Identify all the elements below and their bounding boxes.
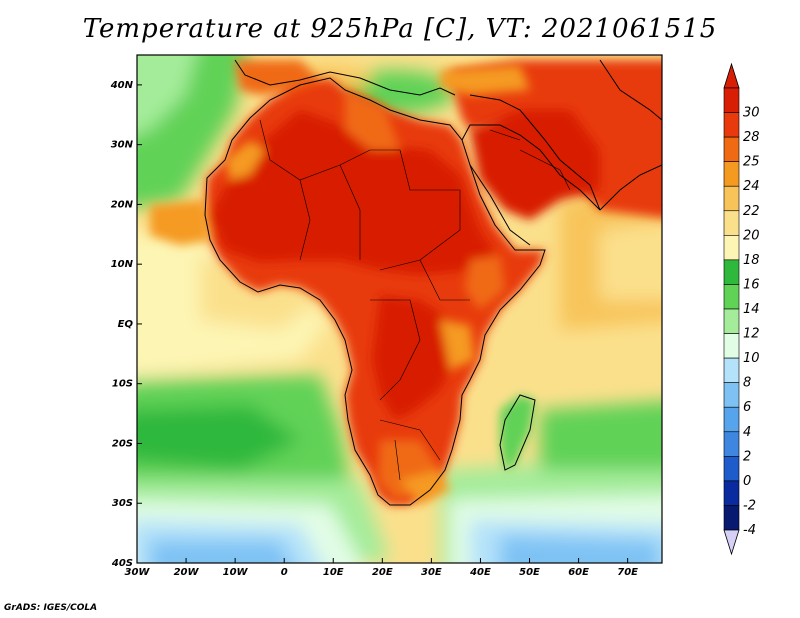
colorbar-bin [723,284,740,310]
colorbar-bin [723,112,740,138]
colorbar-label: 14 [743,302,760,317]
colorbar-label: 0 [743,474,751,489]
longitude-axis: 30W 20W 10W 0 10E 20E 30E 40E 50E 60E 70E [125,558,638,578]
colorbar-bin [723,210,740,236]
colorbar-label: 2 [743,449,751,464]
colorbar-label: 24 [743,179,760,194]
lon-tick-label: 10W [223,567,249,578]
colorbar-bin [723,185,740,212]
colorbar-label: 4 [743,425,751,440]
lat-tick-label: 30S [112,498,133,509]
temperature-field [137,55,662,563]
lon-tick-label: 50E [519,567,540,578]
lon-tick-label: 20W [174,567,200,578]
colorbar-bin [723,431,740,457]
colorbar-bin [723,87,740,113]
lon-tick-label: 70E [617,567,638,578]
colorbar-label: 6 [743,400,751,415]
colorbar-label: 22 [743,204,760,219]
lat-tick-label: 40N [110,80,134,91]
colorbar-label: 16 [743,277,760,292]
lat-tick-label: 10S [112,379,133,390]
colorbar-label: 12 [743,327,760,342]
colorbar-bin [723,382,740,408]
map-title: Temperature at 925hPa [C], VT: 202106151… [82,14,718,44]
lon-tick-label: 10E [323,567,344,578]
coastlines [204,59,662,506]
colorbar-label: 18 [743,253,760,268]
lon-tick-label: 30E [421,567,442,578]
colorbar-bin [723,235,740,261]
lat-tick-label: 40S [111,558,133,569]
lon-tick-label: 30W [125,567,151,578]
country-borders [259,119,571,481]
colorbar-label: -4 [743,523,756,538]
plot-frame [136,54,663,564]
colorbar-label: 25 [743,155,760,170]
lat-tick-label: EQ [118,319,134,330]
colorbar-top-arrow [723,62,740,89]
colorbar-label: 8 [743,376,751,391]
colorbar-bin [723,406,740,433]
colorbar-bottom-arrow [723,529,740,556]
lon-tick-label: 0 [281,567,288,578]
colorbar-label: 30 [743,106,760,121]
colorbar-bin [723,161,740,187]
lat-tick-label: 10N [111,259,134,270]
latitude-axis: 40N 30N 20N 10N EQ 10S 20S 30S 40S [110,80,142,569]
lon-tick-label: 40E [469,567,491,578]
colorbar-bin [723,357,740,383]
lon-tick-label: 60E [568,567,589,578]
colorbar-bin [723,136,740,162]
colorbar-label: 10 [743,351,760,366]
colorbar-label: -2 [743,498,756,513]
colorbar-bin [723,480,740,506]
colorbar-bin [723,308,740,334]
lat-tick-label: 20S [112,438,133,449]
lat-tick-label: 20N [111,199,134,210]
lon-tick-label: 20E [372,567,393,578]
credit-text: GrADS: IGES/COLA [4,603,98,613]
colorbar-bin [723,505,740,531]
colorbar-bin [723,259,740,285]
colorbar-label: 28 [743,130,760,145]
colorbar-bin [723,333,740,359]
lat-tick-label: 30N [111,140,134,151]
colorbar-bin [723,456,740,482]
colorbar-label: 20 [743,228,760,243]
